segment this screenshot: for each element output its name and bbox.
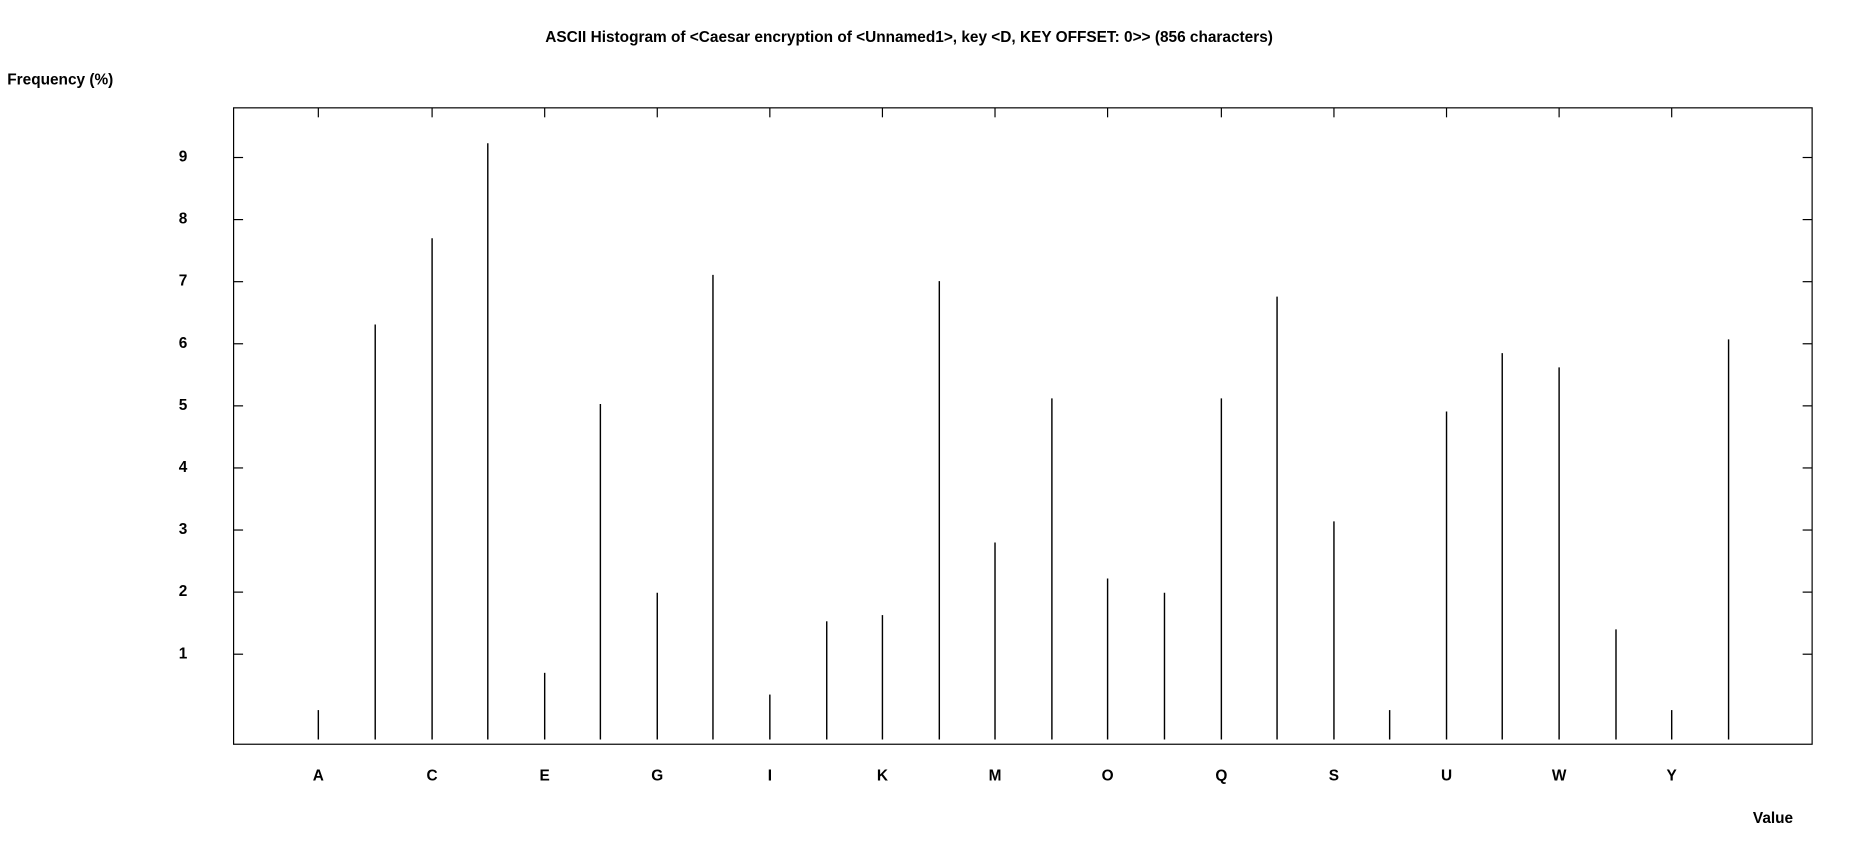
- x-tick-label: M: [989, 767, 1002, 784]
- plot-frame: [233, 107, 1813, 745]
- y-tick-label: 7: [179, 273, 188, 290]
- x-tick-label: E: [540, 767, 550, 784]
- x-tick-label: S: [1329, 767, 1339, 784]
- x-tick-label: O: [1102, 767, 1114, 784]
- x-tick-label: K: [877, 767, 888, 784]
- x-tick-label: G: [651, 767, 663, 784]
- chart-title: ASCII Histogram of <Caesar encryption of…: [545, 29, 1273, 46]
- y-tick-label: 9: [179, 149, 188, 166]
- y-tick-label: 8: [179, 211, 188, 228]
- y-tick-label: 3: [179, 521, 188, 538]
- y-tick-label: 4: [179, 459, 188, 476]
- x-tick-label: A: [313, 767, 324, 784]
- y-tick-label: 5: [179, 397, 188, 414]
- y-axis-label: Frequency (%): [7, 72, 113, 89]
- y-tick-label: 1: [179, 645, 188, 662]
- x-tick-label: Q: [1215, 767, 1227, 784]
- x-axis-label: Value: [1753, 810, 1794, 827]
- y-tick-label: 2: [179, 583, 188, 600]
- x-tick-label: W: [1552, 767, 1567, 784]
- x-tick-label: U: [1441, 767, 1452, 784]
- y-tick-label: 6: [179, 335, 188, 352]
- x-tick-label: C: [427, 767, 438, 784]
- x-tick-label: I: [768, 767, 772, 784]
- x-tick-label: Y: [1667, 767, 1678, 784]
